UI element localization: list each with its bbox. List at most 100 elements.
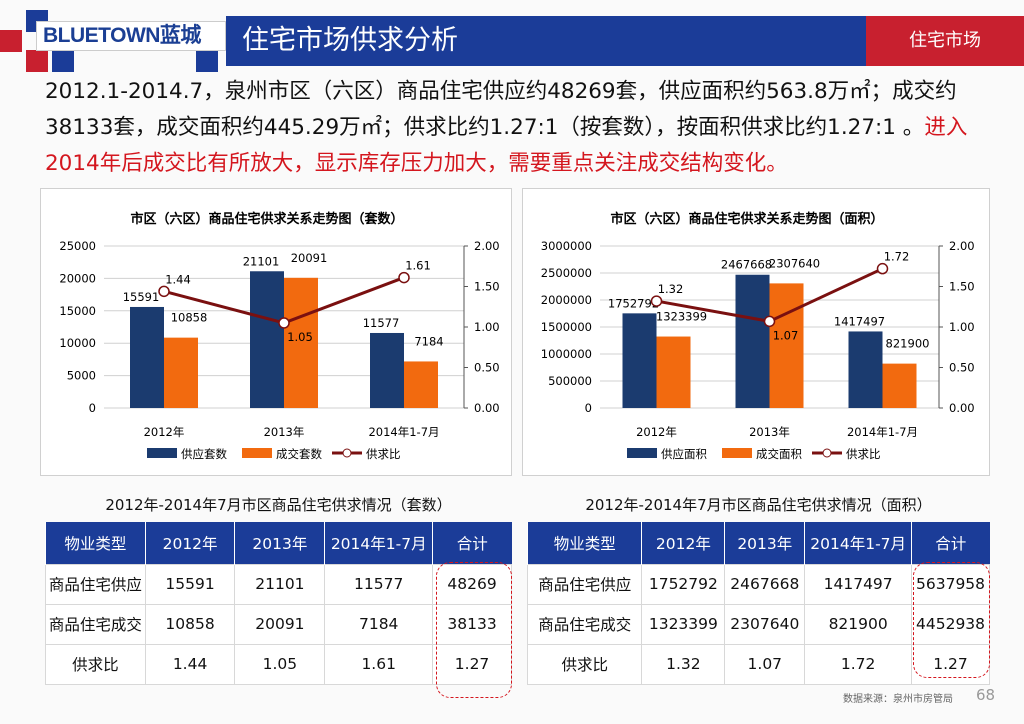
legend-swatch-supply [627, 448, 657, 458]
table-cell: 供求比 [45, 643, 146, 685]
y2-tick-label: 1.00 [949, 320, 975, 334]
table-area: 物业类型 2012年 2013年 2014年1-7月 合计 商品住宅供应 1752792 24… [526, 522, 990, 685]
y2-tick-label: 0.50 [949, 361, 975, 375]
column-header: 合计 [911, 522, 990, 564]
column-header: 2013年 [724, 522, 805, 564]
ratio-data-label: 1.44 [165, 272, 191, 286]
bar-data-label: 2467668 [721, 258, 772, 272]
column-header: 2013年 [234, 522, 325, 564]
column-header: 合计 [432, 522, 512, 564]
bar-data-label: 10858 [171, 311, 208, 325]
legend-label: 供应面积 [661, 447, 707, 461]
chart-units: 市区（六区）商品住宅供求关系走势图（套数） 25000 20000 15000 1000… [40, 188, 512, 476]
bar-supply [130, 306, 164, 408]
bar-data-label: 821900 [886, 337, 930, 351]
y-tick-label: 0 [89, 401, 96, 415]
ratio-data-label: 1.07 [773, 328, 799, 342]
table-cell: 商品住宅供应 [45, 563, 146, 605]
table-cell: 38133 [432, 603, 512, 645]
bar-deal [404, 361, 438, 408]
y-tick-label: 20000 [59, 271, 96, 285]
table-cell: 11577 [324, 563, 434, 605]
table-row: 供求比 1.44 1.05 1.61 1.27 [45, 643, 512, 685]
category-label: 2012年 [144, 425, 185, 439]
ratio-data-label: 1.61 [405, 259, 431, 273]
y2-tick-label: 1.50 [474, 280, 500, 294]
category-label: 2014年1-7月 [847, 425, 918, 439]
y2-tick-label: 2.00 [474, 239, 500, 253]
legend-label: 供应套数 [181, 447, 227, 461]
bar-data-label: 7184 [414, 334, 443, 348]
y2-tick-label: 1.00 [474, 320, 500, 334]
bar-deal [882, 363, 917, 408]
table-cell: 4452938 [911, 603, 990, 645]
table-row: 供求比 1.32 1.07 1.72 1.27 [526, 643, 990, 685]
table-cell: 1.32 [641, 643, 726, 685]
category-label: 2014年1-7月 [368, 425, 439, 439]
bar-data-label: 1417497 [834, 314, 885, 328]
table-cell: 2467668 [724, 563, 806, 605]
y-tick-label: 0 [585, 401, 592, 415]
legend-swatch-supply [147, 448, 177, 458]
table-header-row: 物业类型 2012年 2013年 2014年1-7月 合计 [526, 522, 990, 564]
y-tick-label: 3000000 [541, 239, 592, 253]
bar-data-label: 21101 [243, 254, 280, 268]
bar-deal [656, 336, 691, 408]
highlight-total-units [436, 562, 512, 698]
y-tick-label: 1500000 [541, 320, 592, 334]
legend-label: 供求比 [366, 447, 401, 461]
ratio-point [398, 271, 410, 284]
y-tick-label: 2000000 [541, 293, 592, 307]
logo: BLUETOWN蓝城 [0, 10, 226, 72]
bar-deal [284, 277, 318, 408]
bar-data-label: 11577 [363, 316, 400, 330]
legend-label: 供求比 [846, 447, 881, 461]
page-title: 住宅市场供求分析 [226, 16, 866, 66]
ratio-point [763, 315, 776, 328]
table-cell: 供求比 [526, 643, 643, 685]
table-cell: 1.07 [724, 643, 806, 685]
category-label: 2013年 [264, 425, 305, 439]
bar-supply [848, 331, 883, 408]
chart-svg: 市区（六区）商品住宅供求关系走势图（套数） 25000 20000 15000 1000… [59, 211, 500, 461]
table-cell: 1323399 [641, 603, 726, 645]
page-number: 68 [976, 686, 996, 704]
logo-text: BLUETOWN蓝城 [36, 21, 226, 51]
ratio-point [650, 295, 663, 307]
table-cell: 15591 [144, 563, 236, 605]
table-cell: 商品住宅成交 [526, 603, 643, 645]
table-cell: 21101 [234, 563, 326, 605]
summary-text: 2012.1-2014.7，泉州市区（六区）商品住宅供应约48269套，供应面积… [45, 79, 957, 140]
y2-tick-label: 0.00 [474, 401, 500, 415]
column-header: 2012年 [641, 522, 725, 564]
data-source: 数据来源：泉州市房管局 [843, 694, 953, 705]
bar-data-label: 1752792 [608, 296, 659, 310]
bar-deal [164, 337, 198, 408]
y2-tick-label: 2.00 [949, 239, 975, 253]
bar-supply [622, 313, 657, 408]
table-row: 商品住宅供应 1752792 2467668 1417497 5637958 [526, 563, 990, 605]
summary-paragraph: 2012.1-2014.7，泉州市区（六区）商品住宅供应约48269套，供应面积… [45, 74, 1005, 182]
section-label: 住宅市场 [866, 16, 1024, 66]
highlight-total-area [913, 562, 990, 678]
ratio-point [278, 317, 290, 329]
ratio-point [876, 262, 889, 275]
bar-supply [735, 274, 770, 408]
y-tick-label: 2500000 [541, 266, 592, 280]
y2-tick-label: 0.50 [474, 361, 500, 375]
table-cell: 1.44 [144, 643, 236, 685]
chart-svg: 市区（六区）商品住宅供求关系走势图（面积） 3000000 2500000 20000… [541, 211, 975, 461]
ratio-data-label: 1.32 [658, 282, 684, 296]
table-cell: 1752792 [641, 563, 726, 605]
y-tick-label: 10000 [59, 336, 96, 350]
bar-deal [769, 283, 804, 408]
table-cell: 商品住宅成交 [45, 603, 146, 645]
legend-swatch-deal [722, 448, 752, 458]
chart-area: 市区（六区）商品住宅供求关系走势图（面积） 3000000 2500000 20000… [522, 188, 990, 476]
y2-tick-label: 0.00 [949, 401, 975, 415]
table-cell: 10858 [144, 603, 236, 645]
table-cell: 1.05 [234, 643, 326, 685]
column-header: 2012年 [144, 522, 235, 564]
legend-label: 成交套数 [276, 447, 322, 461]
category-label: 2013年 [749, 425, 790, 439]
